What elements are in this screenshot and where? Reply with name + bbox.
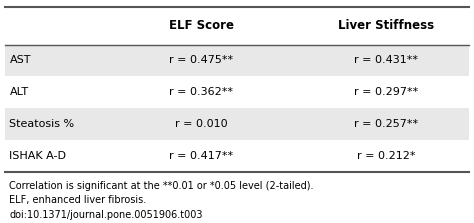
Text: r = 0.297**: r = 0.297** xyxy=(354,87,419,97)
Bar xyxy=(5,45,469,76)
Text: doi:10.1371/journal.pone.0051906.t003: doi:10.1371/journal.pone.0051906.t003 xyxy=(9,210,203,220)
Text: r = 0.362**: r = 0.362** xyxy=(169,87,234,97)
Text: AST: AST xyxy=(9,56,31,66)
Text: Correlation is significant at the **0.01 or *0.05 level (2-tailed).: Correlation is significant at the **0.01… xyxy=(9,181,314,191)
Text: ELF Score: ELF Score xyxy=(169,19,234,32)
Text: r = 0.010: r = 0.010 xyxy=(175,119,228,129)
Text: r = 0.212*: r = 0.212* xyxy=(357,151,416,161)
Text: Steatosis %: Steatosis % xyxy=(9,119,74,129)
Text: r = 0.417**: r = 0.417** xyxy=(169,151,234,161)
Text: r = 0.257**: r = 0.257** xyxy=(354,119,419,129)
Text: ALT: ALT xyxy=(9,87,28,97)
Text: ISHAK A-D: ISHAK A-D xyxy=(9,151,66,161)
Text: r = 0.431**: r = 0.431** xyxy=(354,56,419,66)
Text: r = 0.475**: r = 0.475** xyxy=(169,56,234,66)
Text: Liver Stiffness: Liver Stiffness xyxy=(338,19,434,32)
Bar xyxy=(5,108,469,140)
Text: ELF, enhanced liver fibrosis.: ELF, enhanced liver fibrosis. xyxy=(9,195,147,205)
